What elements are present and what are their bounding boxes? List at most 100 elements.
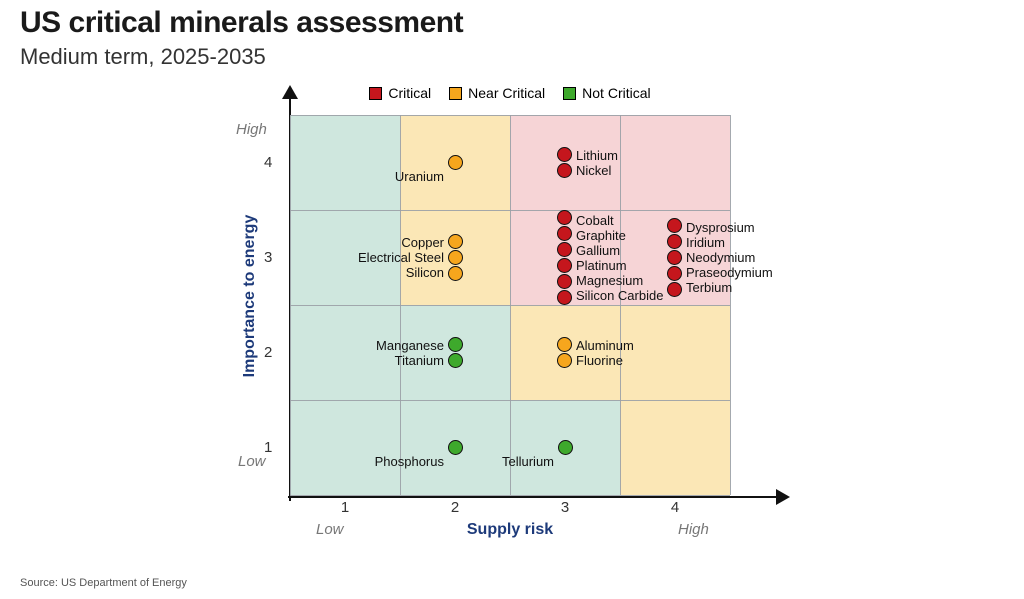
mineral-labels: Tellurium bbox=[502, 454, 554, 469]
mineral-label: Tellurium bbox=[502, 454, 554, 469]
marker-stack bbox=[557, 147, 572, 178]
mineral-label: Gallium bbox=[576, 243, 663, 258]
mineral-marker bbox=[667, 234, 682, 249]
legend-label: Not Critical bbox=[582, 85, 650, 101]
mineral-label: Titanium bbox=[376, 353, 444, 368]
marker-stack bbox=[557, 337, 572, 368]
mineral-marker bbox=[557, 242, 572, 257]
mineral-marker bbox=[667, 250, 682, 265]
legend-swatch bbox=[369, 87, 382, 100]
mineral-label: Silicon bbox=[358, 265, 444, 280]
mineral-cluster: LithiumNickel bbox=[557, 147, 618, 178]
mineral-marker bbox=[557, 163, 572, 178]
mineral-label: Copper bbox=[358, 235, 444, 250]
mineral-labels: LithiumNickel bbox=[576, 148, 618, 178]
mineral-label: Dysprosium bbox=[686, 220, 773, 235]
x-axis-title: Supply risk bbox=[290, 521, 730, 539]
mineral-marker bbox=[448, 250, 463, 265]
page-subtitle: Medium term, 2025-2035 bbox=[20, 44, 266, 70]
matrix-cell bbox=[620, 115, 730, 210]
mineral-label: Uranium bbox=[395, 169, 444, 184]
x-tick: 4 bbox=[620, 499, 730, 516]
page-source: Source: US Department of Energy bbox=[20, 577, 187, 589]
mineral-label: Aluminum bbox=[576, 338, 634, 353]
mineral-labels: Phosphorus bbox=[375, 454, 444, 469]
chart-axes: High Low Low High Supply risk Importance… bbox=[230, 107, 790, 563]
matrix-cell bbox=[290, 115, 400, 210]
marker-stack bbox=[448, 440, 463, 455]
mineral-label: Graphite bbox=[576, 228, 663, 243]
mineral-marker bbox=[667, 266, 682, 281]
mineral-label: Magnesium bbox=[576, 273, 663, 288]
mineral-cluster: Uranium bbox=[395, 155, 463, 170]
mineral-label: Platinum bbox=[576, 258, 663, 273]
legend-item: Not Critical bbox=[563, 85, 650, 101]
mineral-marker bbox=[557, 353, 572, 368]
mineral-marker bbox=[558, 440, 573, 455]
mineral-labels: Uranium bbox=[395, 169, 444, 184]
x-tick: 2 bbox=[400, 499, 510, 516]
mineral-label: Nickel bbox=[576, 163, 618, 178]
mineral-label: Iridium bbox=[686, 235, 773, 250]
y-tick: 3 bbox=[264, 210, 272, 305]
chart-container: Critical Near Critical Not Critical High L… bbox=[230, 85, 790, 563]
matrix-cell bbox=[620, 400, 730, 495]
marker-stack bbox=[448, 337, 463, 368]
mineral-marker bbox=[557, 210, 572, 225]
mineral-marker bbox=[667, 218, 682, 233]
mineral-cluster: DysprosiumIridiumNeodymiumPraseodymiumTe… bbox=[667, 218, 773, 297]
marker-stack bbox=[558, 440, 573, 455]
mineral-marker bbox=[448, 155, 463, 170]
matrix-cell bbox=[620, 305, 730, 400]
mineral-marker bbox=[557, 226, 572, 241]
mineral-marker bbox=[557, 147, 572, 162]
mineral-marker bbox=[667, 282, 682, 297]
mineral-labels: DysprosiumIridiumNeodymiumPraseodymiumTe… bbox=[686, 220, 773, 295]
mineral-label: Fluorine bbox=[576, 353, 634, 368]
mineral-label: Cobalt bbox=[576, 213, 663, 228]
marker-stack bbox=[448, 155, 463, 170]
mineral-labels: AluminumFluorine bbox=[576, 338, 634, 368]
mineral-cluster: CobaltGraphiteGalliumPlatinumMagnesiumSi… bbox=[557, 210, 663, 305]
y-tick: 1 bbox=[264, 400, 272, 495]
marker-stack bbox=[557, 210, 572, 305]
mineral-marker bbox=[448, 266, 463, 281]
mineral-cluster: ManganeseTitanium bbox=[376, 337, 463, 368]
mineral-label: Praseodymium bbox=[686, 265, 773, 280]
mineral-label: Neodymium bbox=[686, 250, 773, 265]
mineral-marker bbox=[448, 337, 463, 352]
mineral-label: Phosphorus bbox=[375, 454, 444, 469]
mineral-marker bbox=[557, 337, 572, 352]
mineral-labels: CopperElectrical SteelSilicon bbox=[358, 235, 444, 280]
legend-item: Near Critical bbox=[449, 85, 545, 101]
legend-label: Critical bbox=[388, 85, 431, 101]
y-tick: 2 bbox=[264, 305, 272, 400]
mineral-marker bbox=[448, 234, 463, 249]
y-tick: 4 bbox=[264, 115, 272, 210]
mineral-marker bbox=[448, 440, 463, 455]
page-root: US critical minerals assessment Medium t… bbox=[0, 0, 1024, 599]
mineral-label: Terbium bbox=[686, 280, 773, 295]
mineral-cluster: Phosphorus bbox=[375, 440, 463, 455]
chart-legend: Critical Near Critical Not Critical bbox=[230, 85, 790, 101]
mineral-labels: ManganeseTitanium bbox=[376, 338, 444, 368]
page-title: US critical minerals assessment bbox=[20, 6, 463, 40]
mineral-cluster: AluminumFluorine bbox=[557, 337, 634, 368]
plot-area: Uranium LithiumNickel CopperElectrical Ste… bbox=[290, 115, 730, 495]
mineral-marker bbox=[557, 274, 572, 289]
x-tick: 3 bbox=[510, 499, 620, 516]
mineral-cluster: Tellurium bbox=[502, 440, 573, 455]
legend-label: Near Critical bbox=[468, 85, 545, 101]
marker-stack bbox=[448, 234, 463, 281]
mineral-marker bbox=[448, 353, 463, 368]
mineral-label: Manganese bbox=[376, 338, 444, 353]
legend-swatch bbox=[449, 87, 462, 100]
mineral-labels: CobaltGraphiteGalliumPlatinumMagnesiumSi… bbox=[576, 213, 663, 303]
y-axis-title: Importance to energy bbox=[241, 106, 259, 486]
mineral-label: Lithium bbox=[576, 148, 618, 163]
legend-swatch bbox=[563, 87, 576, 100]
mineral-marker bbox=[557, 258, 572, 273]
marker-stack bbox=[667, 218, 682, 297]
mineral-label: Electrical Steel bbox=[358, 250, 444, 265]
legend-item: Critical bbox=[369, 85, 431, 101]
